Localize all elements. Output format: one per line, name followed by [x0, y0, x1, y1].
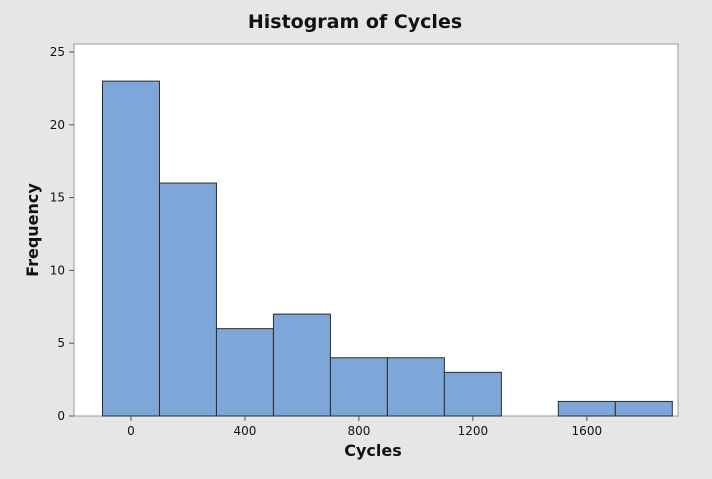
x-tick-label: 0 [127, 424, 135, 438]
y-axis-label: Frequency [23, 183, 42, 277]
x-tick-label: 800 [347, 424, 370, 438]
y-axis: 0 5 10 15 20 25 [50, 45, 74, 423]
x-tick-label: 1200 [458, 424, 489, 438]
chart-title: Histogram of Cycles [248, 11, 462, 33]
histogram-bar-2 [215, 328, 274, 417]
y-tick-label: 0 [57, 409, 65, 423]
histogram-bar-9 [614, 400, 673, 417]
y-tick-label: 15 [50, 191, 65, 205]
x-axis-label: Cycles [344, 441, 402, 460]
histogram-bar-1 [158, 182, 217, 417]
histogram-bar-5 [386, 357, 445, 417]
histogram-bar-6 [443, 371, 502, 417]
y-tick-label: 10 [50, 263, 65, 277]
y-tick-label: 25 [50, 45, 65, 59]
x-axis: 0 400 800 1200 1600 [127, 416, 602, 438]
x-tick-label: 1600 [572, 424, 603, 438]
histogram-bar-4 [329, 357, 388, 417]
histogram-bar-8 [557, 400, 616, 417]
y-tick-label: 5 [57, 336, 65, 350]
histogram-bar-0 [101, 80, 160, 417]
x-tick-label: 400 [233, 424, 256, 438]
histogram-bar-3 [272, 313, 331, 417]
y-tick-label: 20 [50, 118, 65, 132]
bars-group [101, 80, 673, 417]
